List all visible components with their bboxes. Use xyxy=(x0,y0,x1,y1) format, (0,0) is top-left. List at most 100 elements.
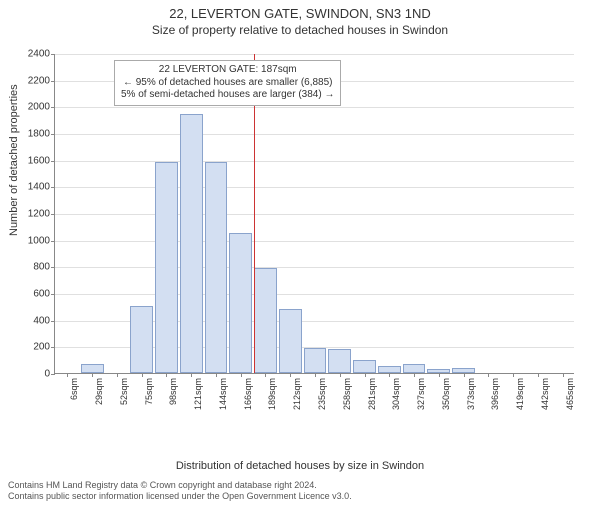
ytick-mark xyxy=(51,134,55,135)
chart-title: 22, LEVERTON GATE, SWINDON, SN3 1ND xyxy=(0,6,600,21)
annotation-line3: 5% of semi-detached houses are larger (3… xyxy=(121,89,334,102)
gridline xyxy=(55,161,574,162)
xtick-label: 442sqm xyxy=(540,378,550,428)
ytick-label: 1600 xyxy=(10,155,50,166)
gridline xyxy=(55,187,574,188)
histogram-bar xyxy=(378,366,401,373)
ytick-label: 800 xyxy=(10,262,50,273)
xtick-mark xyxy=(389,373,390,377)
xtick-label: 189sqm xyxy=(267,378,277,428)
xtick-label: 258sqm xyxy=(342,378,352,428)
ytick-mark xyxy=(51,294,55,295)
annotation-box: 22 LEVERTON GATE: 187sqm ← 95% of detach… xyxy=(114,60,341,106)
ytick-label: 1200 xyxy=(10,209,50,220)
xtick-mark xyxy=(365,373,366,377)
ytick-label: 1400 xyxy=(10,182,50,193)
histogram-bar xyxy=(328,349,351,373)
ytick-label: 2000 xyxy=(10,102,50,113)
xtick-label: 396sqm xyxy=(490,378,500,428)
chart-container: 22, LEVERTON GATE, SWINDON, SN3 1ND Size… xyxy=(0,6,600,506)
histogram-bar xyxy=(180,114,203,373)
ytick-label: 400 xyxy=(10,315,50,326)
x-axis-label: Distribution of detached houses by size … xyxy=(0,460,600,472)
xtick-label: 465sqm xyxy=(565,378,575,428)
xtick-label: 235sqm xyxy=(317,378,327,428)
footer-text: Contains HM Land Registry data © Crown c… xyxy=(8,480,352,503)
histogram-bar xyxy=(155,162,178,373)
xtick-label: 52sqm xyxy=(119,378,129,428)
ytick-label: 0 xyxy=(10,369,50,380)
xtick-mark xyxy=(563,373,564,377)
ytick-label: 600 xyxy=(10,289,50,300)
xtick-mark xyxy=(67,373,68,377)
annotation-line2: ← 95% of detached houses are smaller (6,… xyxy=(121,77,334,90)
ytick-mark xyxy=(51,347,55,348)
xtick-mark xyxy=(142,373,143,377)
histogram-bar xyxy=(403,364,426,373)
ytick-mark xyxy=(51,267,55,268)
ytick-label: 2400 xyxy=(10,49,50,60)
xtick-mark xyxy=(439,373,440,377)
xtick-label: 212sqm xyxy=(292,378,302,428)
xtick-label: 75sqm xyxy=(144,378,154,428)
ytick-mark xyxy=(51,187,55,188)
xtick-mark xyxy=(290,373,291,377)
gridline xyxy=(55,294,574,295)
xtick-mark xyxy=(265,373,266,377)
gridline xyxy=(55,241,574,242)
ytick-mark xyxy=(51,161,55,162)
xtick-mark xyxy=(117,373,118,377)
xtick-label: 327sqm xyxy=(416,378,426,428)
histogram-bar xyxy=(353,360,376,373)
ytick-mark xyxy=(51,241,55,242)
xtick-mark xyxy=(216,373,217,377)
ytick-mark xyxy=(51,214,55,215)
ytick-mark xyxy=(51,374,55,375)
xtick-mark xyxy=(166,373,167,377)
xtick-mark xyxy=(414,373,415,377)
ytick-mark xyxy=(51,107,55,108)
xtick-mark xyxy=(92,373,93,377)
histogram-bar xyxy=(229,233,252,373)
ytick-label: 1800 xyxy=(10,129,50,140)
xtick-label: 281sqm xyxy=(367,378,377,428)
xtick-label: 6sqm xyxy=(69,378,79,428)
xtick-label: 29sqm xyxy=(94,378,104,428)
gridline xyxy=(55,267,574,268)
gridline xyxy=(55,214,574,215)
xtick-label: 304sqm xyxy=(391,378,401,428)
xtick-label: 373sqm xyxy=(466,378,476,428)
chart-subtitle: Size of property relative to detached ho… xyxy=(0,23,600,37)
histogram-bar xyxy=(130,306,153,373)
xtick-label: 350sqm xyxy=(441,378,451,428)
chart-area: 22 LEVERTON GATE: 187sqm ← 95% of detach… xyxy=(54,54,574,414)
xtick-mark xyxy=(513,373,514,377)
ytick-mark xyxy=(51,321,55,322)
ytick-label: 2200 xyxy=(10,75,50,86)
xtick-label: 98sqm xyxy=(168,378,178,428)
ytick-label: 1000 xyxy=(10,235,50,246)
footer-line2: Contains public sector information licen… xyxy=(8,491,352,502)
gridline xyxy=(55,54,574,55)
xtick-label: 121sqm xyxy=(193,378,203,428)
footer-line1: Contains HM Land Registry data © Crown c… xyxy=(8,480,352,491)
annotation-line1: 22 LEVERTON GATE: 187sqm xyxy=(121,64,334,77)
xtick-mark xyxy=(315,373,316,377)
xtick-label: 166sqm xyxy=(243,378,253,428)
ytick-mark xyxy=(51,81,55,82)
ytick-mark xyxy=(51,54,55,55)
xtick-label: 419sqm xyxy=(515,378,525,428)
xtick-mark xyxy=(241,373,242,377)
xtick-mark xyxy=(340,373,341,377)
gridline xyxy=(55,107,574,108)
gridline xyxy=(55,134,574,135)
xtick-label: 144sqm xyxy=(218,378,228,428)
xtick-mark xyxy=(191,373,192,377)
histogram-bar xyxy=(279,309,302,373)
xtick-mark xyxy=(488,373,489,377)
histogram-bar xyxy=(254,268,277,373)
histogram-bar xyxy=(304,348,327,373)
histogram-bar xyxy=(81,364,104,373)
xtick-mark xyxy=(538,373,539,377)
ytick-label: 200 xyxy=(10,342,50,353)
